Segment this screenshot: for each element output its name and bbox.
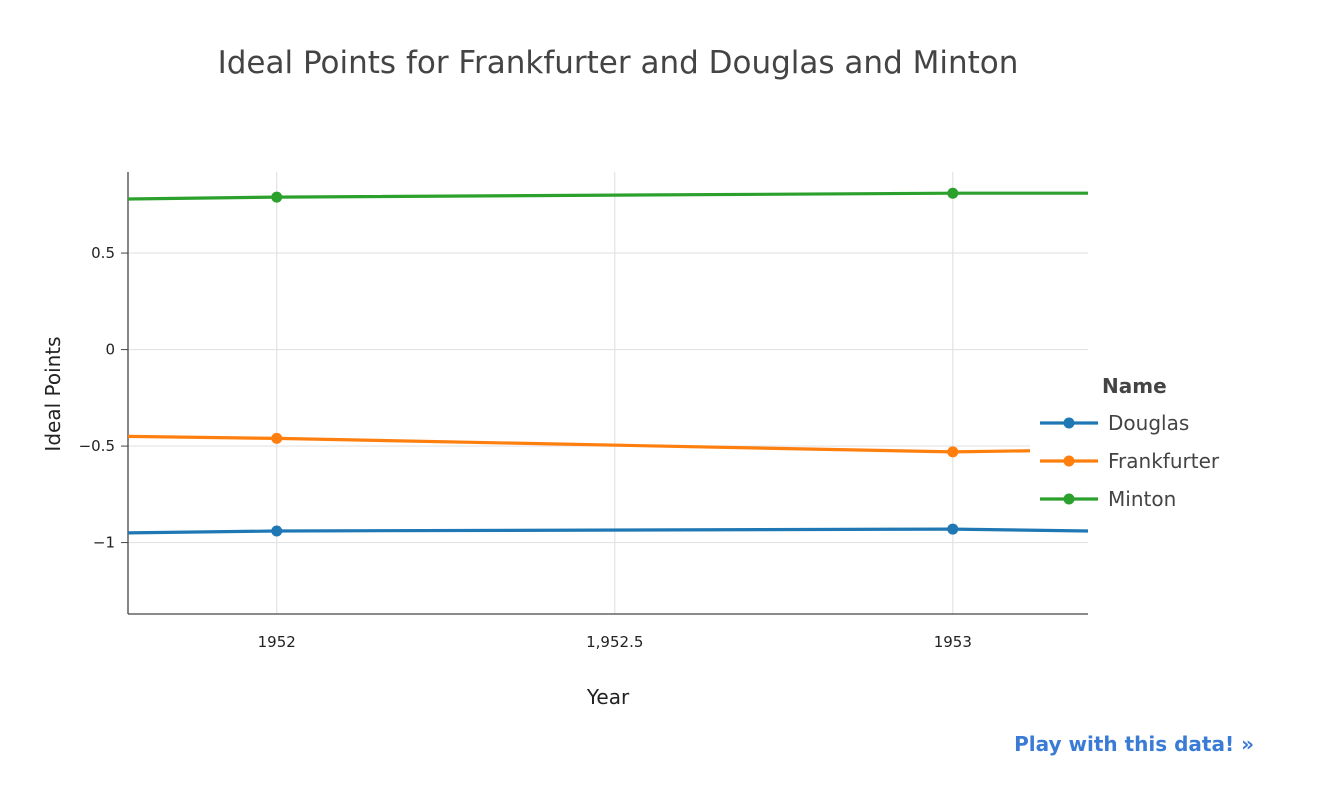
legend-item-frankfurter[interactable]: Frankfurter	[1040, 449, 1220, 473]
legend-item-douglas[interactable]: Douglas	[1040, 411, 1189, 435]
data-point-douglas[interactable]	[271, 525, 283, 537]
play-with-data-link[interactable]: Play with this data! »	[1014, 732, 1254, 756]
legend-item-minton[interactable]: Minton	[1040, 487, 1176, 511]
series-line-douglas	[127, 527, 1089, 535]
data-point-frankfurter[interactable]	[271, 432, 283, 444]
x-tick-label: 1953	[934, 633, 972, 651]
y-axis-title: Ideal Points	[41, 336, 65, 451]
legend-swatch-marker	[1063, 417, 1075, 429]
data-point-minton[interactable]	[947, 187, 959, 199]
gridlines	[128, 172, 1088, 614]
legend-title: Name	[1102, 374, 1167, 398]
y-tick-label: −0.5	[79, 437, 115, 455]
legend-label: Frankfurter	[1108, 449, 1220, 473]
data-point-douglas[interactable]	[947, 523, 959, 535]
legend-swatch-marker	[1063, 455, 1075, 467]
chart-title: Ideal Points for Frankfurter and Douglas…	[218, 45, 1019, 81]
legend-label: Minton	[1108, 487, 1176, 511]
y-tick-label: 0.5	[91, 244, 115, 262]
data-point-minton[interactable]	[271, 191, 283, 203]
x-axis-title: Year	[586, 685, 630, 709]
tick-labels: 1952 1,952.5 1953 −1 −0.5 0 0.5	[79, 244, 972, 651]
y-tick-label: 0	[105, 341, 115, 359]
legend-label: Douglas	[1108, 411, 1189, 435]
axes	[121, 172, 1088, 615]
x-tick-label: 1952	[258, 633, 296, 651]
series-line-minton	[127, 191, 1088, 201]
series-line-frankfurter	[127, 434, 1089, 454]
legend-swatch-marker	[1063, 493, 1075, 505]
legend: Name Douglas Frankfurter Minton	[1030, 374, 1242, 519]
y-tick-label: −1	[93, 534, 115, 552]
series-lines	[127, 187, 1089, 537]
data-point-frankfurter[interactable]	[947, 446, 959, 458]
x-tick-label: 1,952.5	[586, 633, 643, 651]
